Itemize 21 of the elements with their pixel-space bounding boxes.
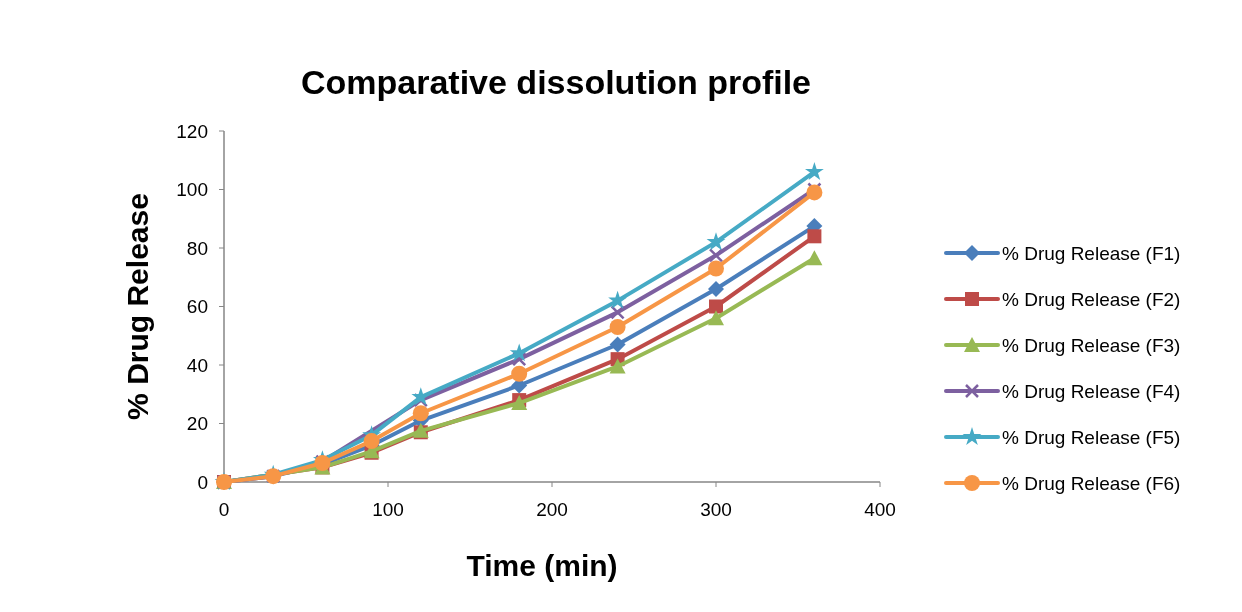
- y-axis-title: % Drug Release: [121, 193, 154, 420]
- x-tick-label: 0: [218, 499, 230, 520]
- y-tick-label: 40: [186, 354, 208, 376]
- y-tick-label: 100: [176, 179, 208, 201]
- legend-label: % Drug Release (F6): [1002, 472, 1181, 494]
- x-tick-label: 300: [700, 499, 732, 520]
- x-axis-title: Time (min): [466, 549, 618, 582]
- legend-label: % Drug Release (F2): [1002, 288, 1181, 310]
- legend-label: % Drug Release (F4): [1002, 380, 1181, 402]
- y-tick-label: 60: [186, 296, 208, 318]
- x-tick-label: 100: [372, 499, 404, 520]
- y-tick-label: 120: [176, 120, 208, 142]
- y-tick-label: 80: [186, 237, 208, 259]
- legend-label: % Drug Release (F5): [1002, 426, 1181, 448]
- y-tick-label: 0: [197, 471, 208, 493]
- legend-label: % Drug Release (F3): [1002, 334, 1181, 356]
- chart-title: Comparative dissolution profile: [300, 63, 812, 101]
- x-tick-label: 400: [864, 499, 896, 520]
- x-tick-label: 200: [536, 499, 568, 520]
- legend-label: % Drug Release (F1): [1002, 242, 1181, 264]
- y-tick-label: 20: [186, 413, 208, 435]
